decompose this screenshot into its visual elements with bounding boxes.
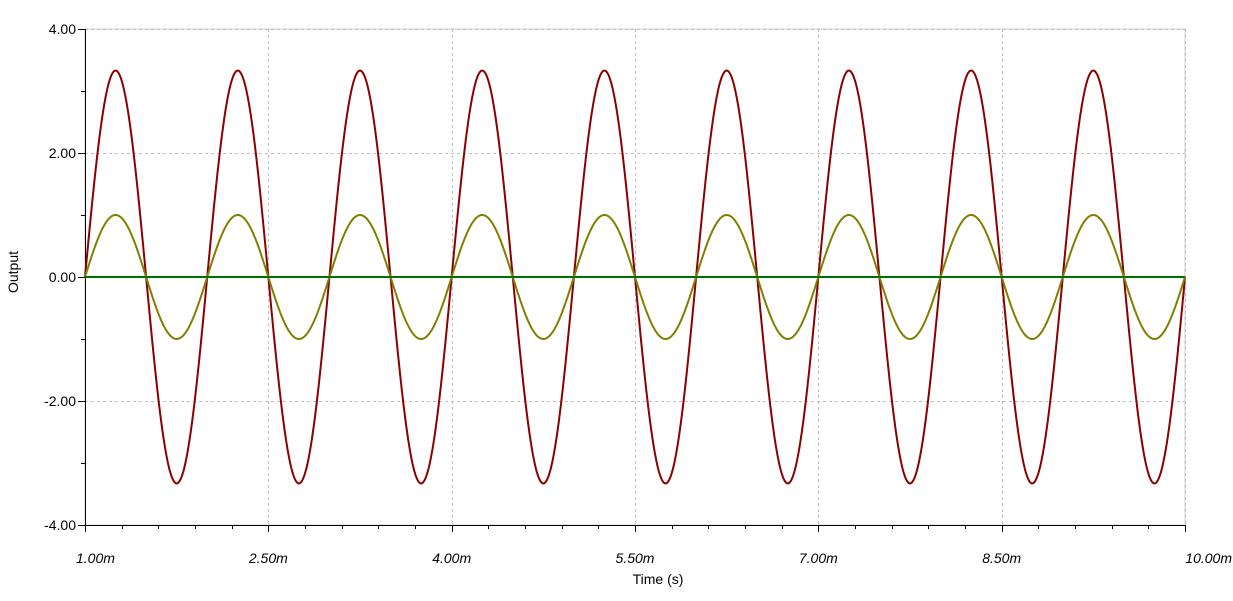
y-tick-label: -2.00 [44, 393, 76, 409]
x-tick-label: 5.50m [616, 550, 655, 566]
y-axis-title: Output [5, 251, 21, 293]
x-tick-label: 1.00m [76, 550, 115, 566]
x-tick-label: 8.50m [982, 550, 1021, 566]
tick-labels: 4.00 2.00 0.00 -2.00 -4.00 1.00m 2.50m 4.00m 5.5… [44, 21, 1232, 566]
y-tick-label: 0.00 [49, 269, 76, 285]
x-tick-label: 4.00m [432, 550, 471, 566]
y-tick-label: 2.00 [49, 145, 76, 161]
series-lines [84, 69, 1186, 485]
y-tick-label: -4.00 [44, 517, 76, 533]
x-axis-title: Time (s) [633, 571, 684, 587]
x-tick-label: 2.50m [248, 550, 288, 566]
x-tick-label: 10.00m [1185, 550, 1232, 566]
axes [78, 29, 1186, 532]
y-tick-label: 4.00 [49, 21, 76, 37]
x-tick-label: 7.00m [799, 550, 838, 566]
